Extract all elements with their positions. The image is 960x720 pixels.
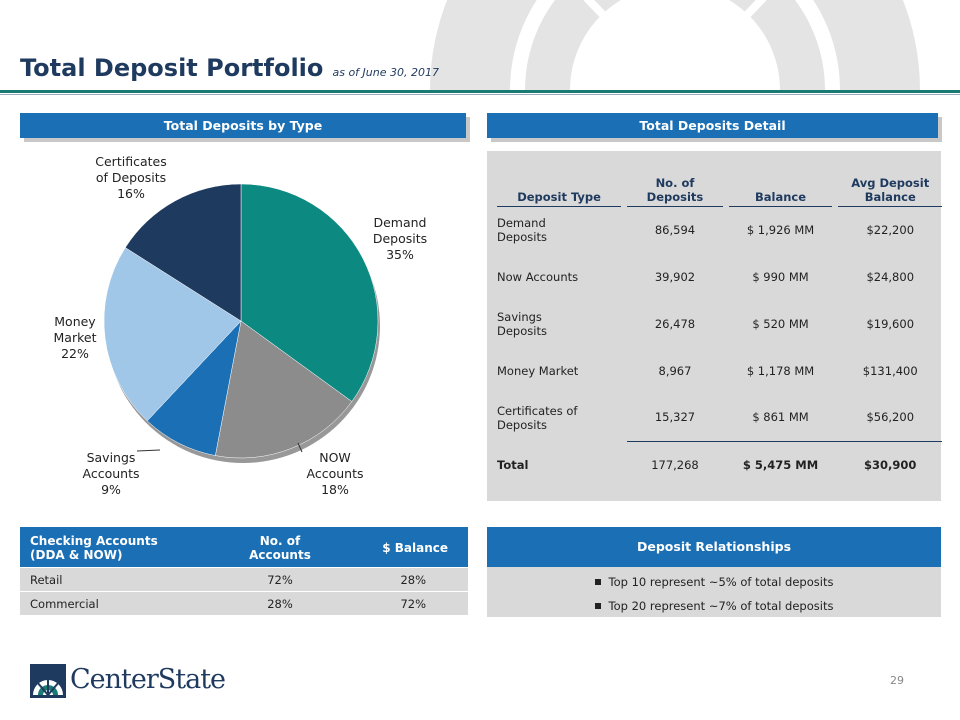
cell-avg-balance: $131,400 <box>862 363 918 378</box>
table-row: Demand Deposits 86,594 $ 1,926 MM $22,200 <box>497 206 942 253</box>
cell-deposit-type: Now Accounts <box>497 269 579 284</box>
logo-icon <box>30 664 66 698</box>
pie-slice-demand-deposits <box>240 183 379 402</box>
list-item: Top 20 represent ~7% of total deposits <box>487 594 941 618</box>
pie-label: NOW Accounts 18% <box>307 450 364 497</box>
row-accounts: 72% <box>267 573 293 587</box>
table-row-total: Total 177,268 $ 5,475 MM $30,900 <box>497 440 942 489</box>
cell-avg-balance: $56,200 <box>866 410 915 425</box>
pie-slice-now-accounts <box>215 320 353 459</box>
col-header-avg: Avg Deposit Balance <box>838 171 942 207</box>
row-label: Commercial <box>30 597 99 611</box>
cell-count: 39,902 <box>654 269 696 284</box>
page-title-area: Total Deposit Portfolio as of June 30, 2… <box>20 54 439 82</box>
pie-slice-money-market <box>103 247 242 422</box>
cell-avg-balance: $22,200 <box>866 222 915 237</box>
logo-text: CenterState <box>70 664 226 695</box>
deposit-relationships-panel: Deposit Relationships Top 10 represent ~… <box>487 527 941 617</box>
cell-avg-balance: $19,600 <box>866 316 915 331</box>
checking-header-accounts: No. of Accounts <box>249 534 311 562</box>
cell-total-count: 177,268 <box>627 440 723 489</box>
bullet-icon <box>594 602 601 609</box>
pie-leader-line <box>297 442 303 453</box>
pie-label: Money Market 22% <box>54 314 97 361</box>
cell-balance: $ 520 MM <box>752 316 809 331</box>
table-row: Now Accounts 39,902 $ 990 MM $24,800 <box>497 253 942 300</box>
title-rule-thin <box>0 94 960 95</box>
relationships-list: Top 10 represent ~5% of total deposits T… <box>487 567 941 617</box>
cell-balance: $ 1,926 MM <box>746 222 815 237</box>
pie-label: Savings Accounts 9% <box>83 450 140 497</box>
list-item: Top 10 represent ~5% of total deposits <box>487 570 941 594</box>
cell-deposit-type: Money Market <box>497 363 579 378</box>
centerstate-logo: CenterState <box>30 662 226 702</box>
table-row: Money Market 8,967 $ 1,178 MM $131,400 <box>497 347 942 394</box>
pie-slice-certificates-of-deposits <box>124 183 242 322</box>
cell-balance: $ 861 MM <box>752 410 809 425</box>
cell-avg-balance: $24,800 <box>866 269 915 284</box>
cell-deposit-type: Savings Deposits <box>497 309 547 338</box>
cell-count: 8,967 <box>658 363 692 378</box>
pie-label: Certificates of Deposits 16% <box>95 154 166 201</box>
page-number: 29 <box>890 674 904 687</box>
row-accounts: 28% <box>267 597 293 611</box>
cell-balance: $ 990 MM <box>752 269 809 284</box>
table-row: Retail 72% 28% <box>20 567 468 591</box>
checking-header-label: Checking Accounts (DDA & NOW) <box>30 534 158 562</box>
relationships-header: Deposit Relationships <box>487 527 941 567</box>
pie-leader-line <box>136 449 161 452</box>
deposits-detail-table: Deposit Type No. of Deposits Balance Avg … <box>497 171 942 489</box>
col-header-type: Deposit Type <box>497 171 622 207</box>
cell-total-balance: $ 5,475 MM <box>728 440 833 489</box>
col-header-count: No. of Deposits <box>627 171 723 207</box>
page-subtitle: as of June 30, 2017 <box>332 66 439 79</box>
cell-deposit-type: Certificates of Deposits <box>497 403 578 432</box>
cell-deposit-type: Demand Deposits <box>497 215 547 244</box>
deposits-detail-panel: Deposit Type No. of Deposits Balance Avg … <box>487 151 942 501</box>
deposits-pie-chart: Demand Deposits 35% NOW Accounts 18% Savings Ac… <box>54 154 428 497</box>
table-row: Commercial 28% 72% <box>20 591 468 615</box>
cell-count: 15,327 <box>654 410 696 425</box>
row-label: Retail <box>30 573 63 587</box>
detail-section-header: Total Deposits Detail <box>487 113 938 138</box>
checking-table-header: Checking Accounts (DDA & NOW) No. of Accou… <box>20 527 468 567</box>
row-balance: 72% <box>400 597 426 611</box>
checking-accounts-table: Checking Accounts (DDA & NOW) No. of Accou… <box>20 527 468 615</box>
cell-count: 26,478 <box>654 316 696 331</box>
cell-total-label: Total <box>497 458 529 472</box>
row-balance: 28% <box>400 573 426 587</box>
bullet-icon <box>594 578 601 585</box>
page-title: Total Deposit Portfolio <box>20 54 324 82</box>
cell-count: 86,594 <box>654 222 696 237</box>
table-row: Savings Deposits 26,478 $ 520 MM $19,600 <box>497 300 942 347</box>
pie-section-header: Total Deposits by Type <box>20 113 466 138</box>
pie-label: Demand Deposits 35% <box>373 215 427 262</box>
cell-balance: $ 1,178 MM <box>746 363 815 378</box>
background-decoration <box>430 0 920 90</box>
title-rule <box>0 90 960 93</box>
table-row: Certificates of Deposits 15,327 $ 861 MM $56… <box>497 394 942 441</box>
col-header-balance: Balance <box>728 171 833 207</box>
checking-header-balance: $ Balance <box>382 541 448 555</box>
cell-total-avg: $30,900 <box>838 440 942 489</box>
